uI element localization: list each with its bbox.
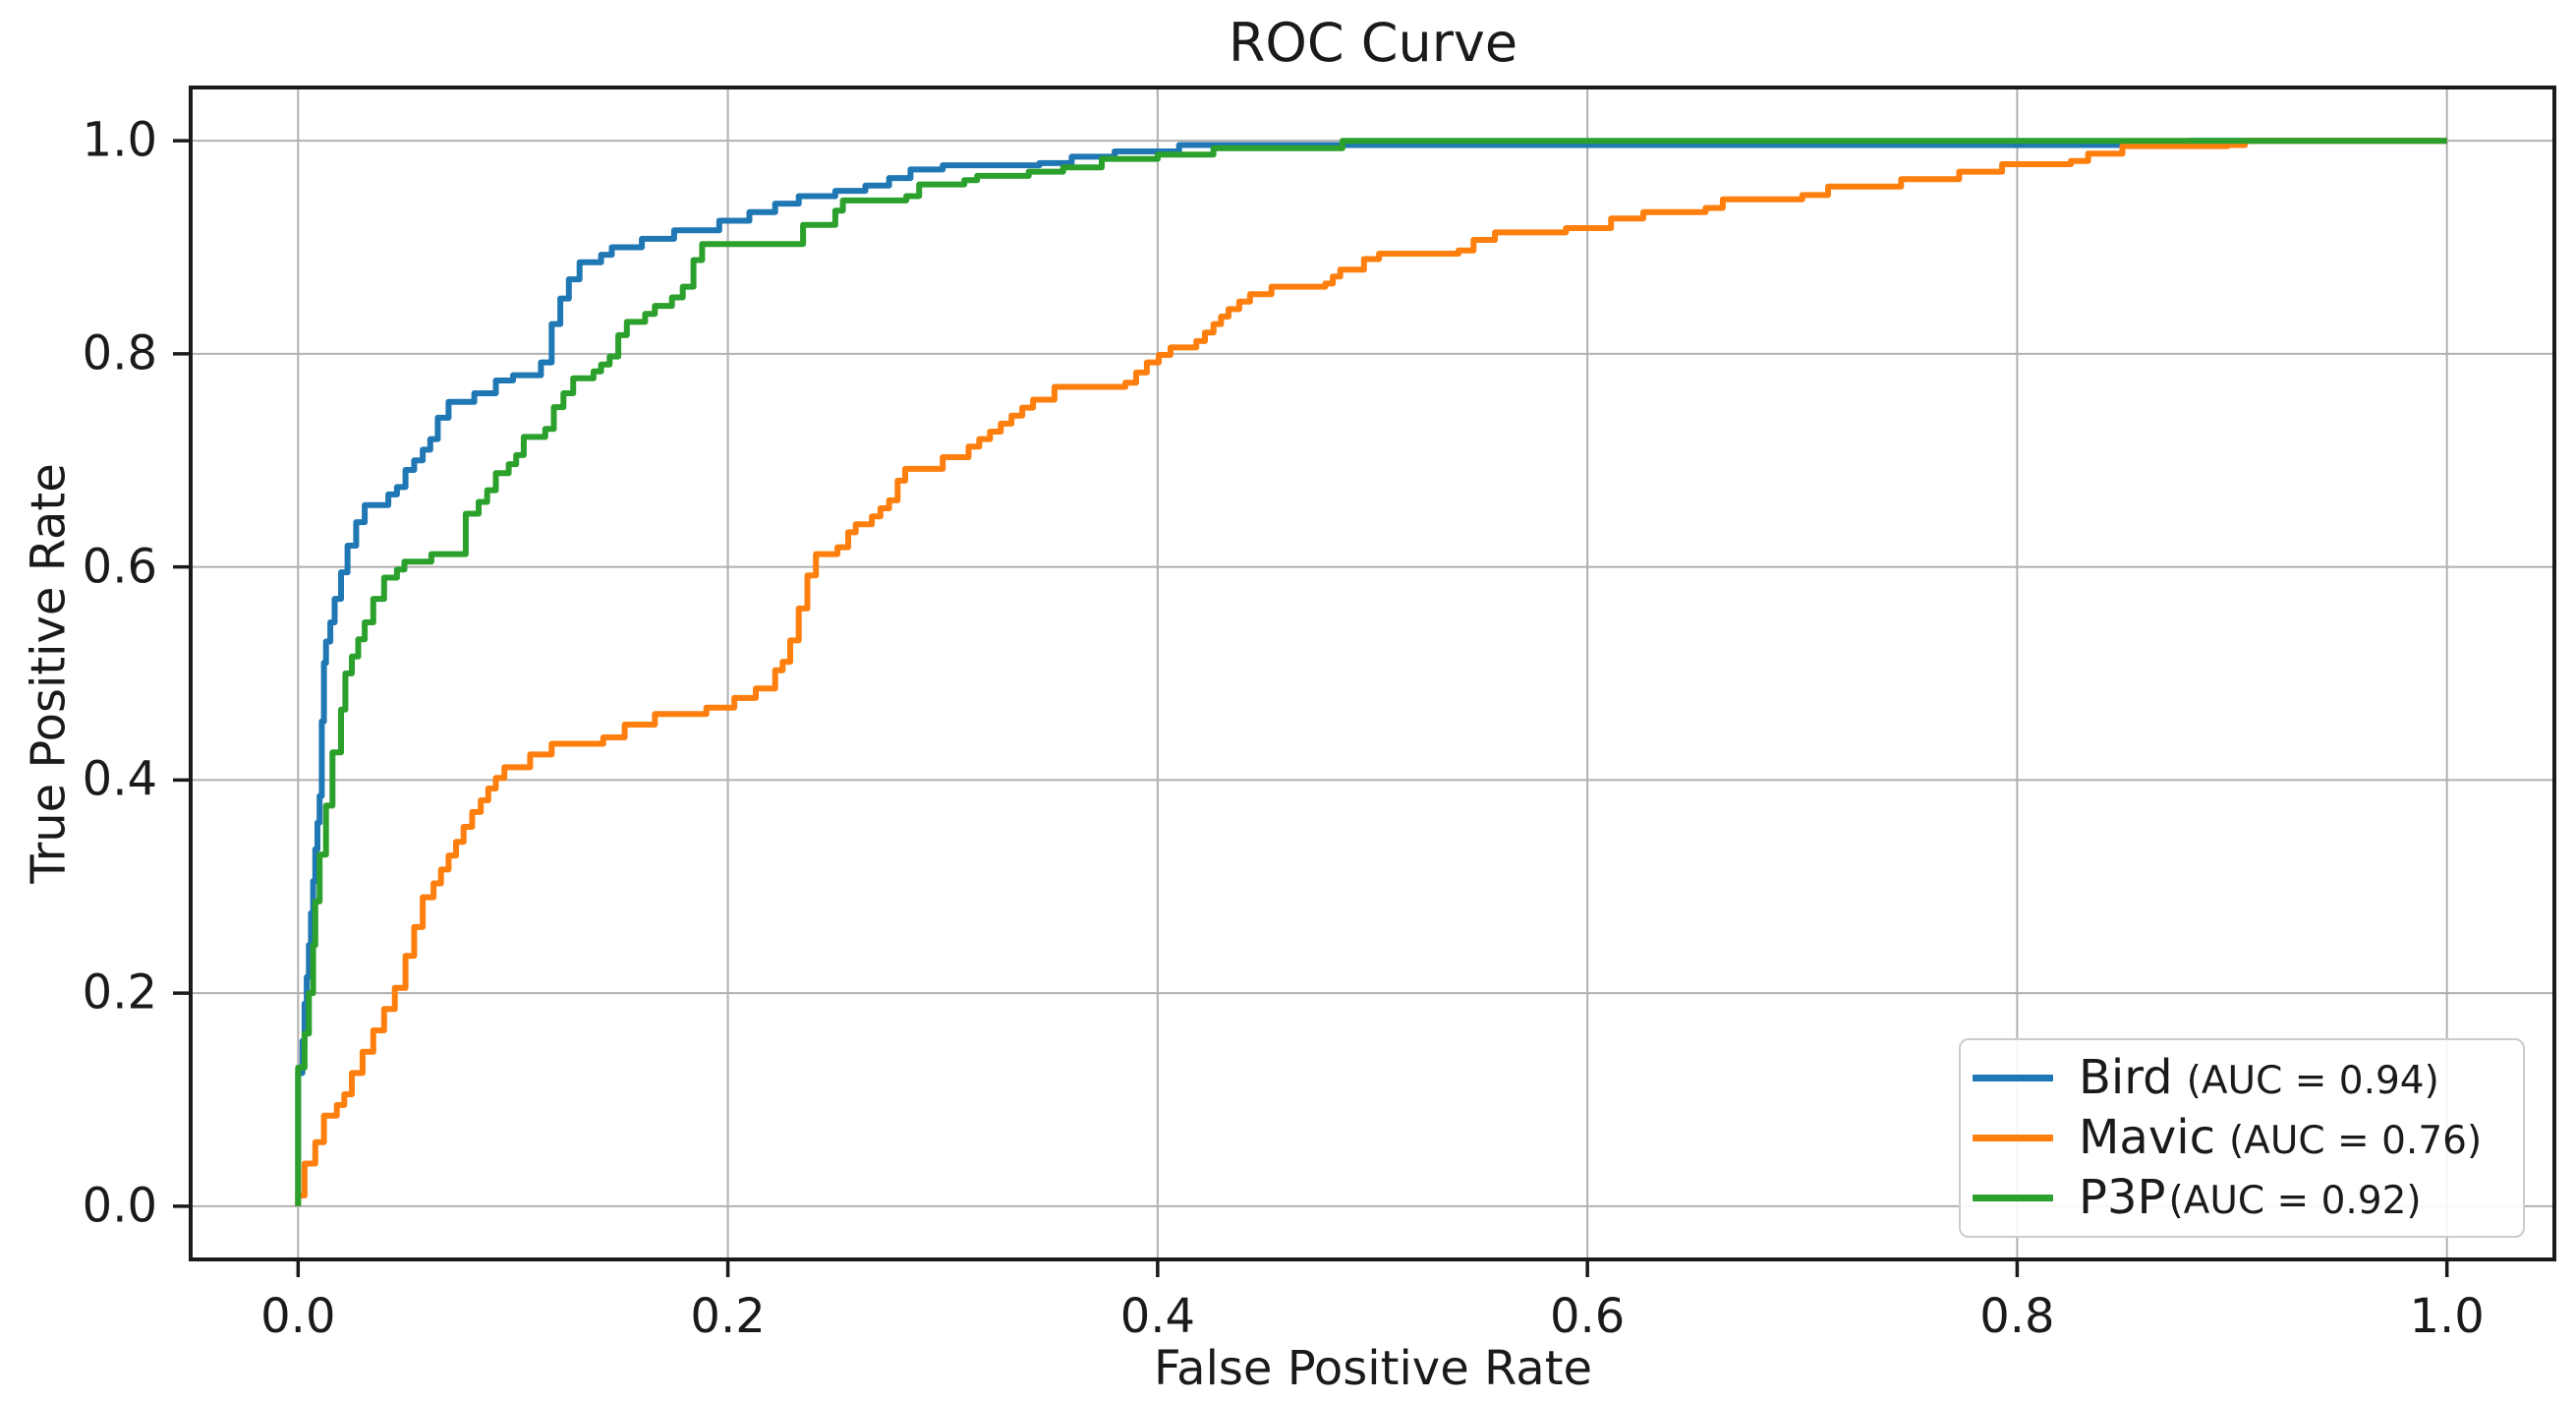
x-axis-label: False Positive Rate [1153,1341,1593,1396]
legend-line-sample-mavic [1973,1134,2053,1141]
x-tick-label: 0.4 [1119,1289,1196,1344]
y-tick-label: 0.4 [82,751,157,807]
x-tick-label: 0.0 [260,1289,336,1344]
x-tick-label: 0.2 [690,1289,766,1344]
roc-curve-p3p [295,138,2447,1206]
legend-auc: (AUC = 0.94) [2186,1059,2439,1104]
legend: Bird (AUC = 0.94) Mavic (AUC = 0.76) P3P… [1959,1038,2525,1238]
legend-auc: (AUC = 0.92) [2168,1179,2422,1224]
y-axis-label: True Positive Rate [21,463,77,884]
y-tick-label: 0.0 [82,1178,157,1234]
y-tick-label: 1.0 [82,112,157,168]
chart-title: ROC Curve [1228,12,1518,74]
legend-label: Bird [2079,1050,2173,1106]
legend-label: Mavic [2079,1110,2215,1166]
x-tick-label: 0.6 [1549,1289,1626,1344]
legend-auc: (AUC = 0.76) [2228,1119,2483,1164]
legend-item-mavic: Mavic (AUC = 0.76) [1973,1110,2513,1166]
legend-item-bird: Bird (AUC = 0.94) [1973,1050,2513,1106]
y-tick-label: 0.8 [82,325,157,381]
legend-item-p3p: P3P (AUC = 0.92) [1973,1170,2513,1226]
legend-line-sample-p3p [1973,1194,2053,1201]
roc-curve-mavic [295,138,2447,1206]
y-tick-label: 0.6 [82,539,157,595]
legend-line-sample-bird [1973,1074,2053,1081]
y-tick-label: 0.2 [82,964,157,1021]
roc-curve-bird [295,138,2447,1206]
x-tick-label: 1.0 [2409,1289,2485,1344]
axes-frame [189,86,2556,1261]
x-tick-label: 0.8 [1979,1289,2055,1344]
legend-label: P3P [2079,1170,2166,1226]
